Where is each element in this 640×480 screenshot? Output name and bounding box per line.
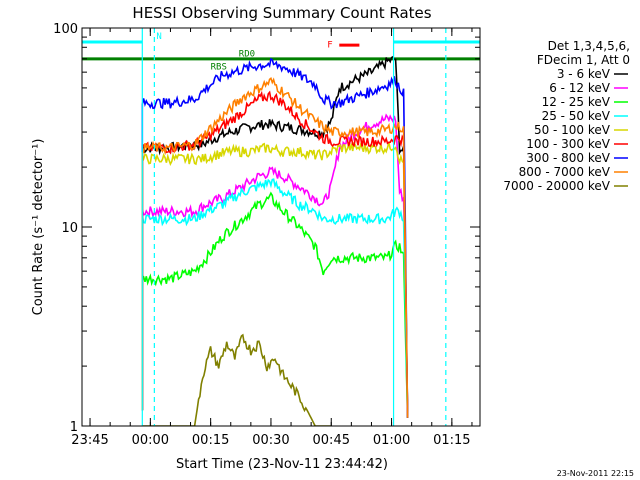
legend-label: 12 - 25 keV [542, 95, 611, 109]
footer-timestamp: 23-Nov-2011 22:15 [557, 469, 634, 478]
series-line-6 [141, 57, 409, 418]
legend-header: FDecim 1, Att 0 [537, 53, 630, 67]
x-tick-label: 23:45 [71, 433, 108, 448]
legend-label: 25 - 50 keV [542, 109, 611, 123]
series-line-7 [141, 76, 409, 418]
flag-label: F [327, 40, 332, 50]
y-tick-label: 1 [70, 420, 78, 435]
y-tick-label: 100 [53, 22, 78, 37]
x-tick-label: 00:00 [132, 433, 169, 448]
series-line-0 [141, 55, 409, 418]
x-tick-label: 01:15 [433, 433, 470, 448]
legend-label: 50 - 100 keV [534, 123, 611, 137]
series-line-3 [141, 178, 409, 418]
legend-label: 800 - 7000 keV [519, 165, 611, 179]
legend-header: Det 1,3,4,5,6, [548, 39, 630, 53]
x-tick-label: 00:30 [252, 433, 289, 448]
flag-label: RBS [211, 62, 227, 72]
legend-label: 300 - 800 keV [526, 151, 610, 165]
series-line-8 [142, 333, 332, 426]
legend-label: 100 - 300 keV [526, 137, 610, 151]
x-axis-label: Start Time (23-Nov-11 23:44:42) [176, 457, 388, 472]
y-axis-label: Count Rate (s⁻¹ detector⁻¹) [31, 139, 46, 316]
chart-title: HESSI Observing Summary Count Rates [132, 4, 431, 22]
x-tick-label: 00:45 [313, 433, 350, 448]
series-line-1 [141, 113, 409, 418]
x-tick-label: 00:15 [192, 433, 229, 448]
legend-label: 3 - 6 keV [557, 67, 611, 81]
series-line-2 [141, 191, 409, 418]
y-tick-label: 10 [61, 221, 78, 236]
x-tick-label: 01:00 [373, 433, 410, 448]
series-line-4 [141, 141, 409, 418]
flag-label: RD0 [239, 49, 255, 59]
series-line-5 [141, 90, 409, 418]
legend-label: 7000 - 20000 keV [503, 179, 610, 193]
legend-label: 6 - 12 keV [549, 81, 611, 95]
flag-label: N [156, 32, 161, 42]
